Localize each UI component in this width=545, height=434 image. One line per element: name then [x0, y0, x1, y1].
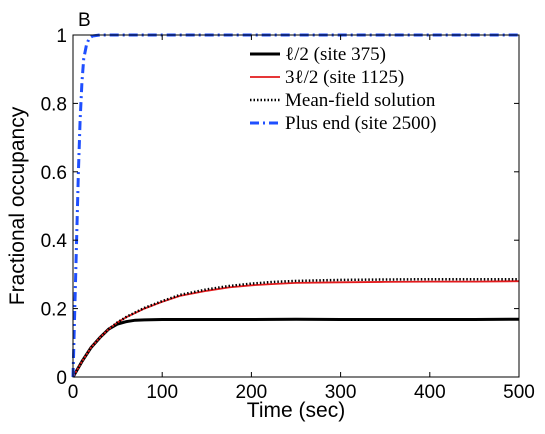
- plot-area: [71, 33, 520, 378]
- x-tick-label: 100: [146, 382, 178, 403]
- legend-label-2: 3ℓ/2 (site 1125): [285, 67, 404, 88]
- x-tick-label: 500: [503, 382, 535, 403]
- series-line-4: [71, 33, 519, 378]
- y-tick-label: 0: [56, 368, 67, 389]
- y-tick-label: 0.8: [41, 94, 67, 115]
- legend: ℓ/2 (site 375)3ℓ/2 (site 1125)Mean-field…: [250, 44, 436, 134]
- x-axis-label: Time (sec): [247, 399, 345, 422]
- plot-frame: [72, 34, 520, 378]
- y-tick-label: 0.4: [41, 231, 68, 252]
- series-line-2: [72, 280, 520, 378]
- y-axis-label: Fractional occupancy: [6, 106, 29, 305]
- x-tick-label: 200: [236, 382, 268, 403]
- panel-label: B: [78, 10, 91, 31]
- y-axis: 0 0.2 0.4 0.6 0.8 1: [41, 26, 519, 389]
- x-tick-label: 0: [68, 382, 79, 403]
- series-line-3: [71, 277, 519, 378]
- x-tick-label: 300: [325, 382, 357, 403]
- y-tick-label: 1: [56, 26, 67, 47]
- series-line-1: [71, 317, 520, 378]
- x-axis: 0 100 200 300 400 500: [68, 35, 535, 403]
- legend-label-4: Plus end (site 2500): [285, 113, 436, 134]
- y-tick-label: 0.6: [41, 163, 67, 184]
- legend-label-1: ℓ/2 (site 375): [285, 44, 386, 65]
- x-tick-label: 400: [414, 382, 446, 403]
- y-tick-label: 0.2: [41, 300, 67, 321]
- legend-label-3: Mean-field solution: [285, 90, 436, 111]
